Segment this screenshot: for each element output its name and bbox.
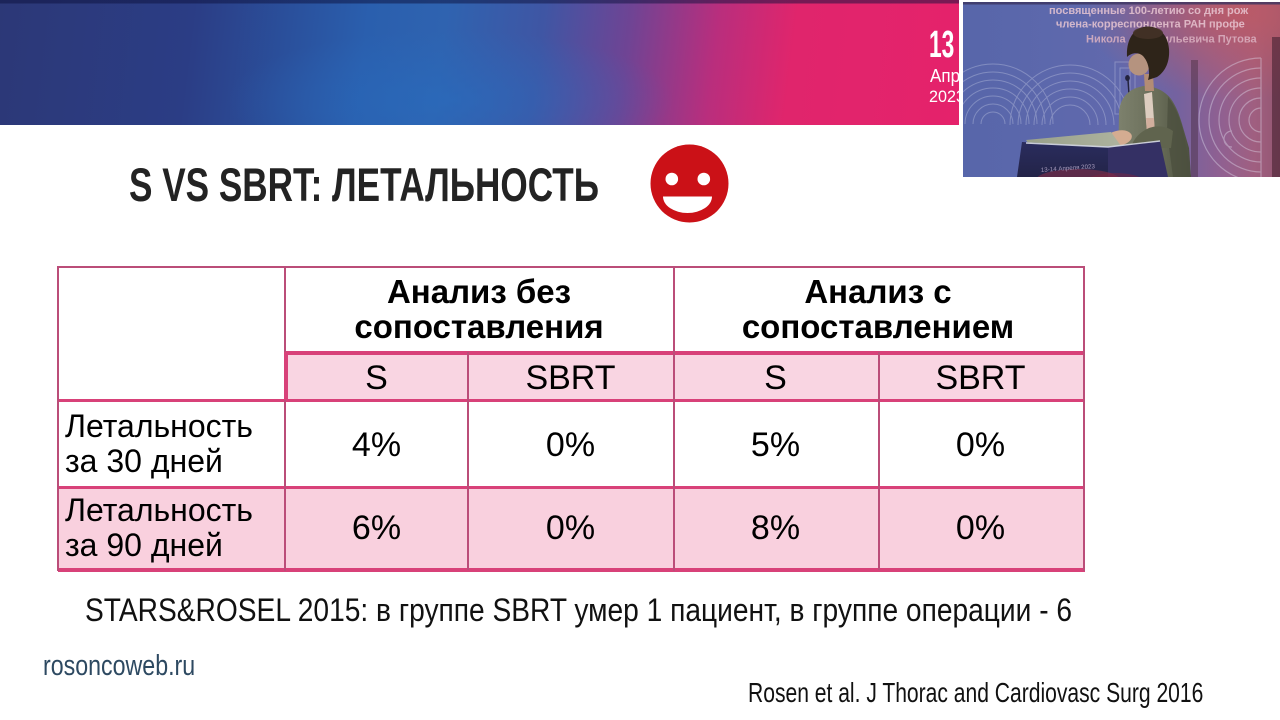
svg-text:посвященные 100-летию со дня р: посвященные 100-летию со дня рож — [1049, 5, 1248, 17]
svg-text:Никола: Никола — [1086, 34, 1126, 46]
svg-text:ильевича Путова: ильевича Путова — [1162, 34, 1257, 46]
svg-text:члена-корреспондента РАН профе: члена-корреспондента РАН профе — [1056, 19, 1245, 31]
svg-text:13-14 Апреля 2023: 13-14 Апреля 2023 — [1041, 163, 1096, 174]
